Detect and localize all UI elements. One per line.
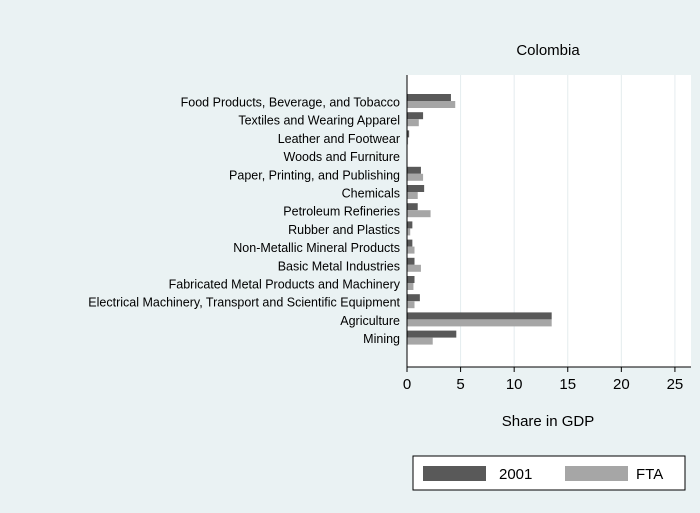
bar-2001: [407, 276, 415, 283]
bar-2001: [407, 221, 413, 229]
bar-2001: [407, 94, 451, 101]
bar-2001: [407, 257, 415, 265]
bar-fta: [407, 301, 415, 309]
category-label: Textiles and Wearing Apparel: [238, 114, 400, 128]
category-label: Woods and Furniture: [284, 150, 401, 164]
x-ticks: 0 5 10 15 20 25: [403, 367, 683, 393]
category-labels: Food Products, Beverage, and Tobacco Text…: [88, 96, 400, 347]
category-label: Rubber and Plastics: [288, 223, 400, 237]
bar-fta: [407, 246, 415, 254]
bar-fta: [407, 210, 431, 218]
bar-2001: [407, 203, 418, 211]
bar-fta: [407, 192, 418, 199]
category-label: Chemicals: [342, 187, 400, 201]
x-tick-label: 15: [559, 376, 576, 393]
x-axis-label: Share in GDP: [502, 413, 595, 430]
bar-2001: [407, 239, 413, 247]
bar-2001: [407, 112, 424, 120]
bar-fta: [407, 283, 414, 290]
legend: 2001 FTA: [412, 455, 686, 491]
category-label: Paper, Printing, and Publishing: [229, 168, 400, 182]
category-label: Electrical Machinery, Transport and Scie…: [88, 296, 400, 310]
bar-2001: [407, 312, 552, 320]
bar-2001: [407, 166, 421, 174]
bar-fta: [407, 173, 424, 181]
bar-2001: [407, 130, 410, 138]
category-label: Agriculture: [340, 314, 400, 328]
legend-label: FTA: [636, 466, 663, 483]
legend-swatch: [423, 466, 486, 481]
bar-fta: [407, 319, 552, 327]
bar-2001: [407, 185, 425, 192]
chart-title: Colombia: [516, 42, 580, 59]
bars: [407, 94, 552, 345]
bar-2001: [407, 294, 420, 302]
bar-2001: [407, 330, 457, 338]
x-tick-label: 10: [506, 376, 523, 393]
category-label: Leather and Footwear: [278, 132, 400, 146]
x-tick-label: 20: [613, 376, 630, 393]
category-label: Fabricated Metal Products and Machinery: [169, 278, 401, 292]
x-tick-label: 5: [456, 376, 464, 393]
category-label: Food Products, Beverage, and Tobacco: [181, 96, 400, 110]
bar-fta: [407, 337, 433, 345]
legend-label: 2001: [499, 466, 532, 483]
category-label: Mining: [363, 332, 400, 346]
category-label: Petroleum Refineries: [283, 205, 400, 219]
bar-fta: [407, 264, 421, 272]
bar-fta: [407, 137, 409, 145]
bar-fta: [407, 228, 411, 236]
category-label: Non-Metallic Mineral Products: [233, 241, 400, 255]
bar-fta: [407, 101, 456, 108]
x-tick-label: 25: [667, 376, 684, 393]
legend-swatch: [565, 466, 628, 481]
category-label: Basic Metal Industries: [278, 259, 400, 273]
x-tick-label: 0: [403, 376, 411, 393]
bar-fta: [407, 119, 419, 127]
